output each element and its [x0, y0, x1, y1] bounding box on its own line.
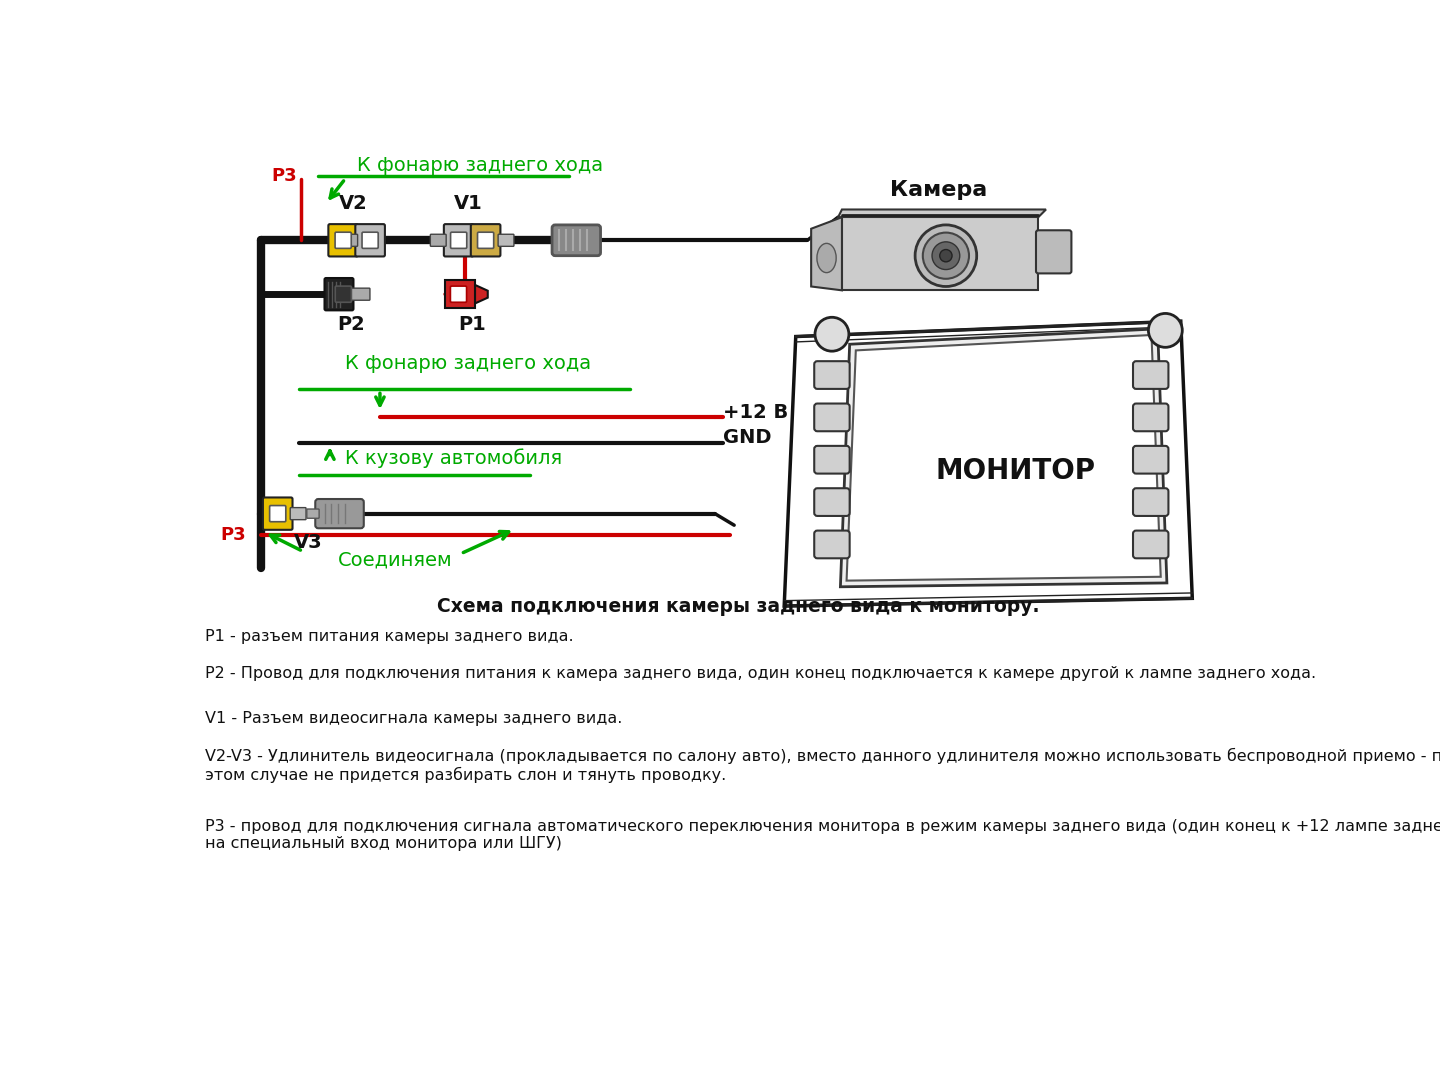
FancyBboxPatch shape — [1133, 446, 1168, 474]
Polygon shape — [841, 329, 1166, 586]
Text: МОНИТОР: МОНИТОР — [935, 458, 1096, 486]
Circle shape — [914, 225, 976, 286]
Polygon shape — [847, 334, 1161, 581]
Text: V2: V2 — [338, 194, 367, 213]
Polygon shape — [785, 322, 1192, 606]
FancyBboxPatch shape — [336, 286, 351, 302]
FancyBboxPatch shape — [341, 235, 357, 247]
Text: V1 - Разъем видеосигнала камеры заднего вида.: V1 - Разъем видеосигнала камеры заднего … — [204, 711, 622, 726]
FancyBboxPatch shape — [328, 224, 359, 256]
FancyBboxPatch shape — [1133, 488, 1168, 516]
Circle shape — [1149, 313, 1182, 347]
Circle shape — [815, 317, 850, 352]
Text: P1 - разъем питания камеры заднего вида.: P1 - разъем питания камеры заднего вида. — [204, 629, 573, 644]
FancyBboxPatch shape — [356, 224, 384, 256]
FancyBboxPatch shape — [356, 235, 372, 247]
FancyBboxPatch shape — [814, 488, 850, 516]
FancyBboxPatch shape — [269, 506, 285, 522]
Text: +12 В: +12 В — [723, 402, 788, 421]
Text: К кузову автомобиля: К кузову автомобиля — [346, 448, 563, 468]
FancyBboxPatch shape — [324, 278, 353, 311]
FancyBboxPatch shape — [291, 508, 307, 520]
Text: P3: P3 — [271, 167, 297, 185]
Text: Камера: Камера — [890, 180, 986, 200]
Circle shape — [932, 242, 960, 269]
Polygon shape — [838, 209, 1045, 218]
Text: Соединяем: Соединяем — [338, 550, 452, 569]
Text: P1: P1 — [458, 315, 487, 334]
Text: GND: GND — [723, 428, 770, 447]
Text: К фонарю заднего хода: К фонарю заднего хода — [357, 157, 603, 175]
FancyBboxPatch shape — [478, 233, 494, 249]
FancyBboxPatch shape — [814, 361, 850, 389]
FancyBboxPatch shape — [451, 233, 467, 249]
Text: P3 - провод для подключения сигнала автоматического переключения монитора в режи: P3 - провод для подключения сигнала авто… — [204, 819, 1440, 851]
FancyBboxPatch shape — [814, 403, 850, 431]
Text: P2 - Провод для подключения питания к камера заднего вида, один конец подключает: P2 - Провод для подключения питания к ка… — [204, 666, 1316, 681]
FancyBboxPatch shape — [431, 235, 446, 247]
FancyBboxPatch shape — [552, 225, 600, 256]
FancyBboxPatch shape — [307, 509, 320, 518]
FancyBboxPatch shape — [315, 498, 364, 528]
Text: P3: P3 — [220, 526, 246, 545]
FancyBboxPatch shape — [814, 531, 850, 559]
Text: P2: P2 — [337, 315, 364, 334]
Polygon shape — [475, 285, 488, 303]
Text: К фонарю заднего хода: К фонарю заднего хода — [346, 354, 592, 373]
FancyBboxPatch shape — [1035, 230, 1071, 273]
Circle shape — [923, 233, 969, 279]
Polygon shape — [445, 281, 475, 308]
FancyBboxPatch shape — [351, 288, 370, 300]
Circle shape — [940, 250, 952, 262]
FancyBboxPatch shape — [1133, 531, 1168, 559]
FancyBboxPatch shape — [444, 224, 474, 256]
Polygon shape — [811, 218, 842, 291]
FancyBboxPatch shape — [814, 446, 850, 474]
FancyBboxPatch shape — [361, 233, 379, 249]
FancyBboxPatch shape — [1133, 403, 1168, 431]
Ellipse shape — [816, 243, 837, 272]
Text: V3: V3 — [294, 534, 323, 552]
Text: Схема подключения камеры заднего вида к монитору.: Схема подключения камеры заднего вида к … — [436, 597, 1040, 615]
FancyBboxPatch shape — [471, 224, 501, 256]
FancyBboxPatch shape — [336, 233, 351, 249]
Polygon shape — [842, 218, 1038, 291]
FancyBboxPatch shape — [1133, 361, 1168, 389]
FancyBboxPatch shape — [451, 286, 467, 302]
Text: V1: V1 — [454, 194, 482, 213]
FancyBboxPatch shape — [264, 497, 292, 530]
FancyBboxPatch shape — [498, 235, 514, 247]
Text: V2-V3 - Удлинитель видеосигнала (прокладывается по салону авто), вместо данного : V2-V3 - Удлинитель видеосигнала (проклад… — [204, 748, 1440, 783]
